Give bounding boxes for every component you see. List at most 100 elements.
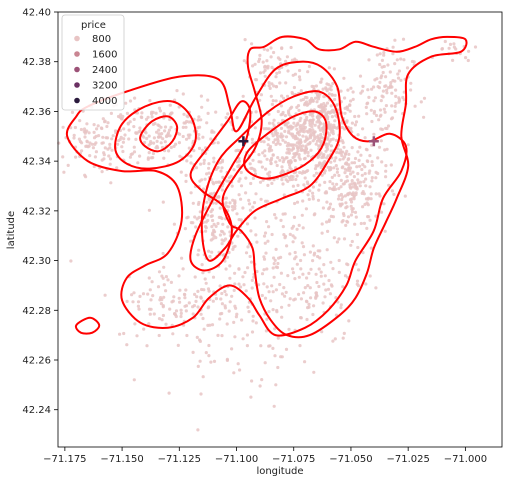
scatter-point: [347, 158, 350, 161]
scatter-point: [204, 230, 207, 233]
scatter-point: [287, 129, 290, 132]
scatter-point: [394, 110, 397, 113]
scatter-point: [290, 175, 293, 178]
scatter-point: [207, 344, 210, 347]
scatter-point: [384, 175, 387, 178]
scatter-point: [287, 113, 290, 116]
scatter-point: [151, 280, 154, 283]
scatter-point: [303, 122, 306, 125]
scatter-point: [192, 351, 195, 354]
scatter-point: [267, 225, 270, 228]
scatter-point: [399, 57, 402, 60]
scatter-point: [197, 203, 200, 206]
scatter-point: [272, 290, 275, 293]
scatter-point: [260, 93, 263, 96]
scatter-point: [94, 155, 97, 158]
scatter-point: [323, 295, 326, 298]
scatter-point: [150, 156, 153, 159]
scatter-point: [273, 405, 276, 408]
scatter-point: [253, 168, 256, 171]
scatter-point: [228, 310, 231, 313]
scatter-point: [296, 263, 299, 266]
scatter-point: [339, 306, 342, 309]
scatter-point: [216, 222, 219, 225]
scatter-point: [203, 328, 206, 331]
scatter-point: [213, 223, 216, 226]
scatter-point: [142, 136, 145, 139]
scatter-point: [268, 147, 271, 150]
scatter-point: [305, 96, 308, 99]
scatter-point: [474, 45, 477, 48]
scatter-point: [265, 267, 268, 270]
scatter-point: [314, 167, 317, 170]
scatter-point: [199, 340, 202, 343]
scatter-point: [384, 164, 387, 167]
scatter-point: [210, 238, 213, 241]
scatter-point: [325, 220, 328, 223]
scatter-point: [275, 85, 278, 88]
scatter-point: [255, 110, 258, 113]
scatter-point: [330, 215, 333, 218]
scatter-point: [255, 241, 258, 244]
y-tick-label: 42.32: [22, 206, 51, 217]
scatter-point: [150, 308, 153, 311]
scatter-point: [340, 303, 343, 306]
scatter-point: [367, 215, 370, 218]
scatter-point: [382, 54, 385, 57]
scatter-point: [394, 105, 397, 108]
scatter-point: [286, 274, 289, 277]
scatter-point: [249, 396, 252, 399]
scatter-point: [235, 313, 238, 316]
scatter-point: [272, 266, 275, 269]
scatter-point: [238, 368, 241, 371]
scatter-point: [207, 167, 210, 170]
scatter-point: [383, 85, 386, 88]
scatter-point: [328, 125, 331, 128]
scatter-point: [152, 152, 155, 155]
scatter-point: [247, 310, 250, 313]
scatter-point: [350, 205, 353, 208]
scatter-point: [317, 119, 320, 122]
scatter-point: [307, 193, 310, 196]
scatter-point: [162, 252, 165, 255]
scatter-point: [375, 114, 378, 117]
scatter-point: [72, 136, 75, 139]
scatter-point: [371, 164, 374, 167]
scatter-point: [351, 240, 354, 243]
scatter-point: [308, 198, 311, 201]
scatter-point: [311, 192, 314, 195]
scatter-point: [380, 99, 383, 102]
scatter-point: [214, 236, 217, 239]
scatter-point: [263, 154, 266, 157]
scatter-point: [287, 304, 290, 307]
scatter-point: [337, 174, 340, 177]
scatter-point: [147, 158, 150, 161]
scatter-point: [197, 115, 200, 118]
scatter-point: [411, 60, 414, 63]
scatter-point: [311, 119, 314, 122]
scatter-point: [317, 144, 320, 147]
scatter-point: [67, 164, 70, 167]
scatter-point: [346, 89, 349, 92]
scatter-point: [265, 220, 268, 223]
scatter-point: [363, 222, 366, 225]
scatter-point: [343, 332, 346, 335]
scatter-point: [331, 187, 334, 190]
scatter-point: [238, 164, 241, 167]
scatter-point: [97, 124, 100, 127]
scatter-point: [74, 156, 77, 159]
scatter-point: [406, 66, 409, 69]
scatter-point: [162, 266, 165, 269]
scatter-point: [185, 334, 188, 337]
scatter-point: [125, 343, 128, 346]
scatter-point: [149, 298, 152, 301]
scatter-point: [244, 177, 247, 180]
scatter-point: [304, 126, 307, 129]
scatter-point: [280, 272, 283, 275]
scatter-point: [271, 122, 274, 125]
scatter-point: [364, 172, 367, 175]
scatter-point: [313, 212, 316, 215]
scatter-point: [233, 305, 236, 308]
x-tick-label: −71.100: [215, 454, 258, 465]
scatter-point: [375, 77, 378, 80]
